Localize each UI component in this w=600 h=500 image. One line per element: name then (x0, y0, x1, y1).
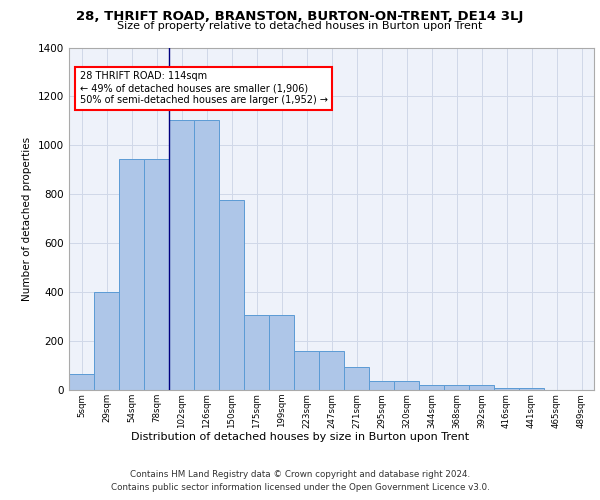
Text: Size of property relative to detached houses in Burton upon Trent: Size of property relative to detached ho… (118, 21, 482, 31)
Text: 28, THRIFT ROAD, BRANSTON, BURTON-ON-TRENT, DE14 3LJ: 28, THRIFT ROAD, BRANSTON, BURTON-ON-TRE… (76, 10, 524, 23)
Y-axis label: Number of detached properties: Number of detached properties (22, 136, 32, 301)
Bar (269, 316, 294, 390)
Bar (194, 120, 219, 390)
Bar (469, 385, 494, 390)
Bar (69, 374, 94, 390)
Bar (444, 385, 469, 390)
Bar (419, 385, 444, 390)
Bar (219, 200, 244, 390)
Text: 28 THRIFT ROAD: 114sqm
← 49% of detached houses are smaller (1,906)
50% of semi-: 28 THRIFT ROAD: 114sqm ← 49% of detached… (79, 72, 328, 104)
Bar (119, 159, 144, 390)
Text: Contains HM Land Registry data © Crown copyright and database right 2024.: Contains HM Land Registry data © Crown c… (130, 470, 470, 479)
Bar (294, 351, 319, 390)
Bar (394, 382, 419, 390)
Bar (244, 316, 269, 390)
Text: Contains public sector information licensed under the Open Government Licence v3: Contains public sector information licen… (110, 482, 490, 492)
Bar (519, 388, 544, 390)
Bar (94, 292, 119, 390)
Bar (169, 120, 194, 390)
Bar (494, 388, 519, 390)
Text: Distribution of detached houses by size in Burton upon Trent: Distribution of detached houses by size … (131, 432, 469, 442)
Bar (344, 367, 369, 390)
Bar (369, 382, 394, 390)
Bar (144, 159, 169, 390)
Bar (319, 351, 344, 390)
